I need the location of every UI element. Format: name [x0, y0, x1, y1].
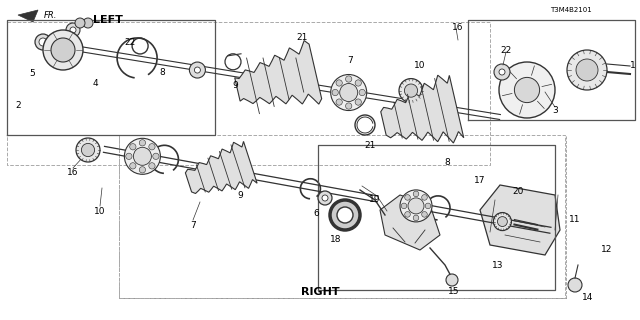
Text: 4: 4 — [92, 78, 98, 87]
Polygon shape — [235, 41, 322, 104]
Circle shape — [408, 198, 424, 214]
Circle shape — [336, 80, 342, 86]
Text: 12: 12 — [602, 245, 612, 254]
Text: 14: 14 — [582, 293, 594, 302]
Circle shape — [332, 89, 339, 96]
Text: 16: 16 — [452, 22, 464, 31]
Text: 2: 2 — [15, 100, 21, 109]
Circle shape — [148, 163, 155, 169]
Text: 18: 18 — [330, 236, 342, 244]
Circle shape — [51, 38, 75, 62]
Circle shape — [125, 153, 132, 159]
Circle shape — [499, 62, 555, 118]
Circle shape — [515, 77, 540, 103]
Text: 16: 16 — [67, 167, 79, 177]
Circle shape — [413, 191, 419, 197]
Circle shape — [404, 212, 410, 217]
Text: 9: 9 — [237, 190, 243, 199]
Circle shape — [81, 143, 95, 156]
Circle shape — [140, 167, 145, 173]
Circle shape — [130, 163, 136, 169]
Circle shape — [322, 195, 328, 201]
Circle shape — [346, 76, 352, 82]
Circle shape — [153, 153, 159, 159]
Text: 21: 21 — [364, 140, 376, 149]
Text: 8: 8 — [159, 68, 165, 76]
Polygon shape — [186, 141, 257, 194]
Circle shape — [124, 138, 161, 174]
Circle shape — [43, 30, 83, 70]
Circle shape — [318, 191, 332, 205]
Circle shape — [70, 27, 76, 33]
Circle shape — [401, 203, 407, 209]
Polygon shape — [381, 75, 464, 143]
Circle shape — [76, 138, 100, 162]
Text: 17: 17 — [474, 175, 486, 185]
Circle shape — [568, 278, 582, 292]
Text: 5: 5 — [29, 68, 35, 77]
Text: 1: 1 — [630, 60, 636, 69]
Circle shape — [148, 144, 155, 150]
Circle shape — [66, 23, 80, 37]
Circle shape — [346, 103, 352, 109]
Text: FR.: FR. — [44, 11, 57, 20]
Text: LEFT: LEFT — [93, 15, 123, 25]
Polygon shape — [380, 195, 440, 250]
Circle shape — [140, 140, 145, 146]
Polygon shape — [480, 185, 560, 255]
Text: 22: 22 — [124, 37, 136, 46]
Circle shape — [35, 34, 51, 50]
Text: 7: 7 — [347, 55, 353, 65]
Circle shape — [404, 84, 418, 97]
Text: 3: 3 — [552, 106, 558, 115]
Text: 19: 19 — [369, 196, 381, 204]
Text: 6: 6 — [313, 209, 319, 218]
Text: 21: 21 — [296, 33, 308, 42]
Text: 15: 15 — [448, 287, 460, 297]
Circle shape — [355, 99, 362, 105]
Circle shape — [494, 64, 510, 80]
Text: 13: 13 — [492, 260, 504, 269]
Text: 7: 7 — [190, 220, 196, 229]
Polygon shape — [18, 10, 38, 22]
Text: 9: 9 — [232, 81, 238, 90]
Circle shape — [446, 274, 458, 286]
Circle shape — [359, 89, 365, 96]
Text: 22: 22 — [500, 45, 511, 54]
Circle shape — [189, 62, 205, 78]
Circle shape — [340, 84, 358, 101]
Circle shape — [75, 18, 85, 28]
Circle shape — [404, 195, 410, 200]
Circle shape — [567, 50, 607, 90]
Circle shape — [576, 59, 598, 81]
Circle shape — [133, 147, 152, 165]
Text: 10: 10 — [94, 207, 106, 217]
Circle shape — [331, 75, 367, 110]
Circle shape — [400, 190, 432, 222]
Text: 11: 11 — [569, 215, 580, 225]
Text: RIGHT: RIGHT — [301, 287, 339, 297]
Circle shape — [337, 207, 353, 223]
Circle shape — [330, 200, 360, 230]
Circle shape — [499, 69, 505, 75]
Circle shape — [83, 18, 93, 28]
Text: T3M4B2101: T3M4B2101 — [550, 7, 592, 13]
Circle shape — [422, 212, 428, 217]
Circle shape — [493, 212, 511, 230]
Circle shape — [497, 217, 508, 227]
Circle shape — [425, 203, 431, 209]
Circle shape — [195, 67, 200, 73]
Text: 10: 10 — [414, 60, 426, 69]
Circle shape — [413, 215, 419, 221]
Circle shape — [336, 99, 342, 105]
Circle shape — [355, 80, 362, 86]
Text: 20: 20 — [512, 188, 524, 196]
Text: 8: 8 — [444, 157, 450, 166]
Circle shape — [130, 144, 136, 150]
Circle shape — [39, 38, 47, 46]
Circle shape — [399, 79, 423, 103]
Circle shape — [422, 195, 428, 200]
